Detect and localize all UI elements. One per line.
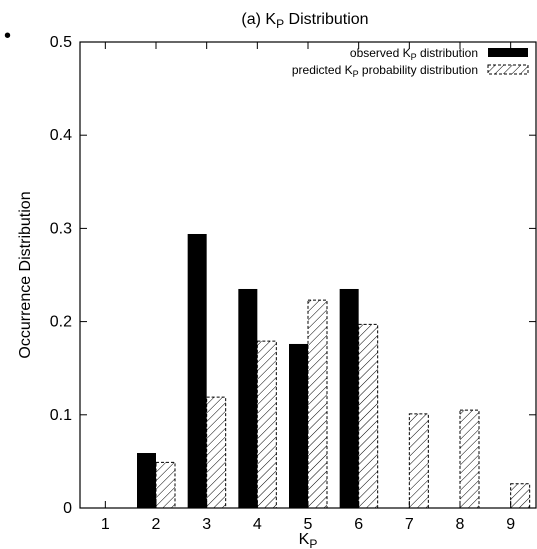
bar-predicted — [358, 323, 379, 509]
y-tick-label: 0.2 — [50, 314, 72, 331]
y-tick-label: 0.1 — [50, 407, 72, 424]
x-tick-label: 3 — [202, 516, 211, 533]
legend-label-predicted: predicted KP probability distribution — [292, 63, 478, 79]
bar-predicted — [206, 396, 227, 509]
x-tick-label: 4 — [253, 516, 262, 533]
y-tick-label: 0 — [63, 500, 72, 517]
chart-title: (a) KP Distribution — [241, 11, 368, 31]
bars — [137, 233, 531, 509]
x-tick-label: 5 — [304, 516, 313, 533]
bar-observed — [289, 343, 308, 508]
x-tick-label: 6 — [354, 516, 363, 533]
legend-swatch-observed — [488, 48, 528, 57]
bar-observed — [187, 233, 207, 508]
bar-observed — [137, 453, 156, 508]
y-tick-label: 0.5 — [50, 34, 72, 51]
legend-label-observed: observed KP distribution — [350, 46, 478, 62]
bar-predicted — [408, 413, 429, 509]
stray-bullet-mark: • — [4, 25, 12, 47]
x-tick-label: 9 — [506, 516, 515, 533]
bar-predicted — [307, 299, 328, 509]
y-tick-label: 0.3 — [50, 220, 72, 237]
x-tick-label: 2 — [152, 516, 161, 533]
x-tick-label: 7 — [405, 516, 414, 533]
y-tick-label: 0.4 — [50, 127, 72, 144]
y-axis: 0 0.1 0.2 0.3 0.4 0.5 — [50, 34, 536, 517]
y-axis-label: Occurrence Distribution — [17, 191, 34, 358]
bar-observed — [238, 288, 258, 508]
bar-predicted — [510, 483, 531, 509]
legend: observed KP distribution predicted KP pr… — [292, 46, 529, 79]
bar-predicted — [256, 340, 277, 509]
bar-predicted — [155, 461, 176, 509]
legend-swatch-predicted — [487, 64, 529, 75]
x-tick-label: 1 — [101, 516, 110, 533]
x-tick-label: 8 — [456, 516, 465, 533]
x-axis-label: KP — [299, 531, 318, 549]
bar-observed — [339, 288, 359, 508]
bar-predicted — [459, 409, 480, 509]
